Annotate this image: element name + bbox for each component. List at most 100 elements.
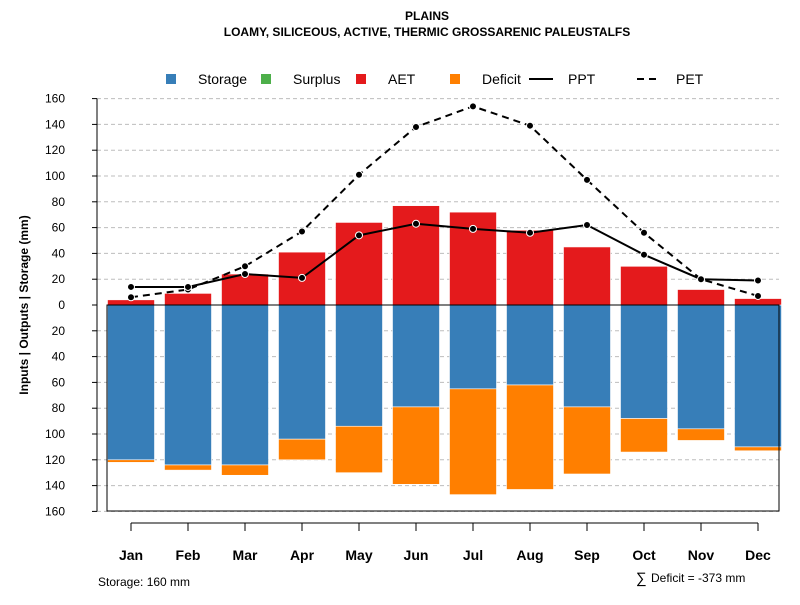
y-tick-label: 40	[52, 246, 66, 260]
legend: Storage Surplus AET Deficit PPT PET	[166, 71, 704, 87]
ppt-legend-label: PPT	[568, 71, 596, 87]
x-tick-label: Feb	[176, 547, 201, 563]
x-tick-label: Jan	[119, 547, 143, 563]
aet-bar	[506, 229, 554, 306]
pet-point	[754, 291, 762, 300]
deficit-bar	[164, 464, 212, 471]
aet-bar	[164, 293, 212, 306]
x-tick-label: May	[345, 547, 372, 563]
y-tick-label: 60	[52, 221, 66, 235]
chart-title: PLAINS	[405, 9, 449, 23]
pet-point	[412, 122, 420, 131]
x-tick-label: Aug	[516, 547, 543, 563]
x-axis: Jan Feb Mar Apr May Jun Jul Aug Sep Oct Nov Dec	[119, 522, 771, 563]
pet-point	[640, 228, 648, 237]
x-tick-label: Jun	[404, 547, 429, 563]
pet-line	[130, 105, 759, 299]
ppt-point	[241, 270, 249, 279]
y-tick-label: 40	[52, 350, 66, 364]
storage-legend-label: Storage	[198, 71, 247, 87]
ppt-point	[469, 224, 477, 233]
y-tick-label: 100	[45, 169, 65, 183]
deficit-bar	[677, 428, 725, 441]
y-tick-label: 140	[45, 479, 65, 493]
y-tick-label: 160	[45, 92, 65, 106]
y-axis-label: Inputs | Outputs | Storage (mm)	[17, 215, 31, 394]
pet-legend-label: PET	[676, 71, 704, 87]
ppt-point	[640, 250, 648, 259]
ppt-point	[583, 221, 591, 230]
deficit-bar	[449, 388, 497, 495]
storage-bar	[449, 304, 497, 390]
ppt-point	[184, 282, 192, 291]
aet-bar	[563, 246, 611, 306]
pet-point	[526, 121, 534, 130]
y-tick-label: 120	[45, 143, 65, 157]
storage-note: Storage: 160 mm	[98, 575, 190, 589]
x-tick-label: Nov	[688, 547, 715, 563]
ppt-point	[298, 273, 306, 282]
deficit-bar	[563, 406, 611, 475]
ppt-point	[697, 275, 705, 284]
deficit-bar	[335, 425, 383, 474]
deficit-bar	[221, 464, 269, 476]
storage-bar	[164, 304, 212, 466]
chart-subtitle: LOAMY, SILICEOUS, ACTIVE, THERMIC GROSSA…	[224, 25, 630, 39]
ppt-point	[754, 276, 762, 285]
surplus-legend-swatch	[261, 74, 271, 84]
storage-bar	[107, 304, 155, 461]
surplus-legend-label: Surplus	[293, 71, 340, 87]
ppt-point	[526, 228, 534, 237]
bars	[107, 205, 782, 495]
storage-bar	[734, 304, 782, 448]
deficit-bar	[278, 438, 326, 461]
deficit-bar	[506, 384, 554, 490]
pet-point	[355, 170, 363, 179]
y-tick-label: 80	[52, 195, 66, 209]
storage-bar	[335, 304, 383, 427]
deficit-note: Deficit = -373 mm	[651, 571, 745, 585]
aet-bar	[620, 265, 668, 306]
aet-legend-label: AET	[388, 71, 416, 87]
x-tick-label: Apr	[290, 547, 315, 563]
deficit-sum-symbol: ∑	[636, 570, 647, 587]
deficit-legend-label: Deficit	[482, 71, 521, 87]
x-tick-label: Jul	[463, 547, 483, 563]
ppt-point	[355, 231, 363, 240]
storage-bar	[620, 304, 668, 419]
storage-bar	[563, 304, 611, 408]
x-tick-label: Oct	[632, 547, 656, 563]
ppt-line	[131, 222, 759, 288]
y-tick-label: 120	[45, 453, 65, 467]
y-tick-label: 0	[58, 298, 65, 312]
aet-bar	[221, 273, 269, 306]
pet-point	[583, 175, 591, 184]
aet-bar	[677, 289, 725, 306]
storage-bar	[677, 304, 725, 430]
ppt-point	[412, 219, 420, 228]
y-tick-label: 100	[45, 427, 65, 441]
pet-point	[298, 227, 306, 236]
storage-legend-swatch	[166, 74, 176, 84]
deficit-bar	[392, 406, 440, 485]
y-tick-label: 80	[52, 401, 66, 415]
storage-bar	[278, 304, 326, 440]
deficit-bar	[734, 446, 782, 452]
y-tick-label: 160	[45, 504, 65, 518]
deficit-bar	[107, 459, 155, 463]
deficit-legend-swatch	[450, 74, 460, 84]
x-tick-label: Dec	[745, 547, 771, 563]
pet-point	[469, 102, 477, 111]
ppt-point	[127, 282, 135, 291]
y-tick-label: 20	[52, 272, 66, 286]
x-tick-label: Sep	[574, 547, 600, 563]
y-axis: 160 140 120 100 80 60 40 20 0 20 40 60 80 100 120 140 16…	[45, 92, 98, 518]
aet-legend-swatch	[356, 74, 366, 84]
deficit-bar	[620, 418, 668, 453]
storage-bar	[221, 304, 269, 466]
storage-bar	[506, 304, 554, 386]
y-tick-label: 60	[52, 375, 66, 389]
series-lines	[127, 102, 762, 302]
x-tick-label: Mar	[233, 547, 258, 563]
